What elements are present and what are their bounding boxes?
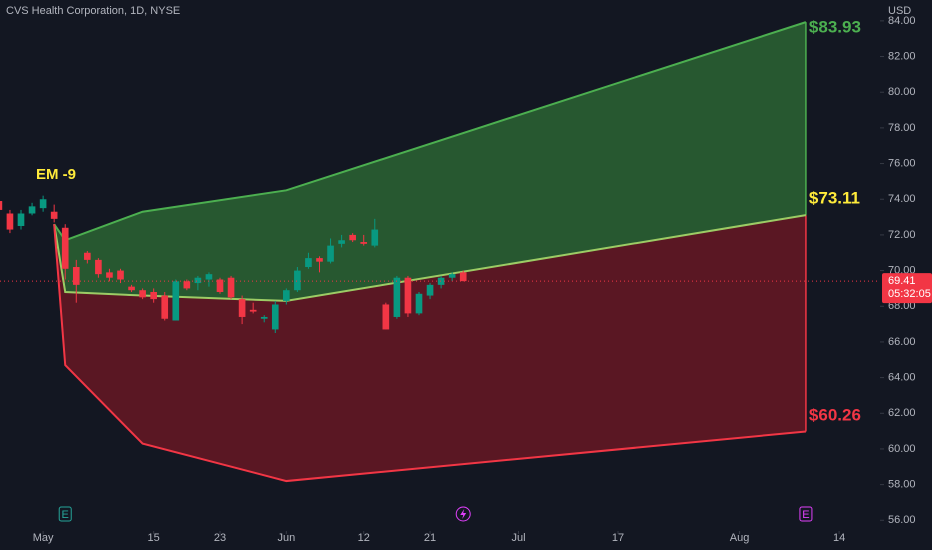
axis-unit: USD xyxy=(888,5,911,17)
candle-body xyxy=(28,206,36,214)
event-icon xyxy=(58,506,72,522)
x-tick-label: Jun xyxy=(277,532,295,544)
y-tick-label: 66.00 xyxy=(888,336,916,348)
y-tick-label: 64.00 xyxy=(888,372,916,384)
candle-body xyxy=(95,259,102,275)
candle-body xyxy=(17,213,25,226)
x-tick-label: Jul xyxy=(511,532,525,544)
candle-body xyxy=(72,267,80,285)
candle-body xyxy=(426,284,434,296)
candle-body xyxy=(128,286,135,291)
candle-body xyxy=(327,245,334,262)
x-tick-label: 15 xyxy=(148,532,160,544)
band-label: $73.11 xyxy=(809,189,860,208)
event-icon xyxy=(455,506,471,522)
candle-body xyxy=(393,277,401,317)
price-box xyxy=(882,273,932,304)
y-tick-label: 82.00 xyxy=(888,50,916,62)
candle-body xyxy=(271,304,279,330)
candle-body xyxy=(238,299,246,317)
candle-body xyxy=(183,281,191,289)
candle-body xyxy=(6,213,14,230)
event-label: E xyxy=(62,509,69,521)
y-tick-label: 68.00 xyxy=(888,300,916,312)
x-tick-label: 21 xyxy=(424,532,436,544)
band-label: $83.93 xyxy=(809,18,861,37)
x-tick-label: 17 xyxy=(612,532,624,544)
x-tick-label: 14 xyxy=(833,532,845,544)
countdown: 05:32:05 xyxy=(888,288,931,300)
y-tick-label: 58.00 xyxy=(888,479,916,491)
x-tick-label: 23 xyxy=(214,532,226,544)
candle-body xyxy=(448,274,456,278)
event-icon xyxy=(460,509,467,519)
candle-body xyxy=(294,270,301,291)
candle-body xyxy=(260,316,268,319)
y-tick-label: 78.00 xyxy=(888,122,916,134)
band-fill xyxy=(54,22,806,301)
y-tick-label: 80.00 xyxy=(888,86,916,98)
y-tick-label: 72.00 xyxy=(888,229,916,241)
candle-body xyxy=(404,277,412,314)
band-line xyxy=(53,224,807,483)
plot-area xyxy=(0,21,807,483)
candle-body xyxy=(283,290,290,301)
candle-body xyxy=(216,279,224,292)
candle-body xyxy=(84,252,91,260)
candle-body xyxy=(415,293,423,314)
y-tick-label: 84.00 xyxy=(888,15,916,27)
candle-body xyxy=(194,277,202,284)
candle-body xyxy=(106,272,113,278)
event-icon xyxy=(799,506,813,522)
y-tick-label: 74.00 xyxy=(888,193,916,205)
candle-body xyxy=(205,274,213,280)
y-tick-label: 62.00 xyxy=(888,407,916,419)
candle-body xyxy=(50,211,58,219)
event-label: E xyxy=(802,509,809,521)
candle-body xyxy=(249,309,257,312)
band-fill xyxy=(54,215,806,482)
x-tick-label: 12 xyxy=(358,532,370,544)
candle-body xyxy=(117,270,124,280)
candle-body xyxy=(0,201,3,210)
candle-body xyxy=(360,242,368,244)
candle-body xyxy=(61,227,69,269)
band-line xyxy=(53,21,807,242)
candle-body xyxy=(316,258,323,262)
candle-body xyxy=(459,272,467,282)
candle-body xyxy=(338,240,345,244)
candle-body xyxy=(227,277,235,298)
candle-body xyxy=(172,281,180,321)
candle-body xyxy=(437,277,445,285)
candle-body xyxy=(139,290,146,298)
candle-body xyxy=(349,234,356,241)
x-tick-label: Aug xyxy=(730,532,750,544)
price-label: 69.41 xyxy=(888,275,916,287)
annotation: EM -9 xyxy=(36,166,76,183)
y-tick-label: 56.00 xyxy=(888,514,916,526)
candle-body xyxy=(150,291,157,300)
candle-body xyxy=(161,295,169,319)
y-tick-label: 76.00 xyxy=(888,157,916,169)
y-tick-label: 60.00 xyxy=(888,443,916,455)
x-tick-label: May xyxy=(33,532,54,544)
band-label: $60.26 xyxy=(809,405,861,424)
candle-body xyxy=(371,229,379,246)
candle-body xyxy=(305,258,312,268)
candle-body xyxy=(39,199,47,209)
candle-body xyxy=(382,304,390,330)
chart-title: CVS Health Corporation, 1D, NYSE xyxy=(6,5,180,17)
